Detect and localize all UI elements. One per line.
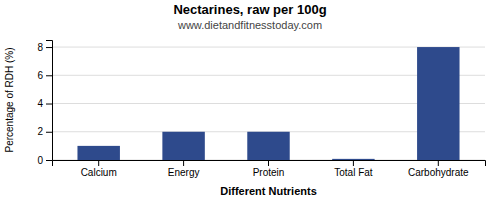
bar [77, 146, 119, 160]
x-tick-mark [98, 160, 99, 166]
bar [332, 159, 374, 160]
x-axis-label: Different Nutrients [220, 185, 317, 197]
y-tick: 2 [37, 126, 52, 137]
x-tick: Carbohydrate [408, 160, 469, 178]
y-tick-label: 0 [37, 155, 43, 166]
y-tick-mark [46, 132, 52, 133]
x-tick-label: Energy [168, 167, 200, 178]
x-tick-mark [353, 160, 354, 166]
subtitle: www.dietandfitnesstoday.com [177, 19, 322, 31]
y-tick: 8 [37, 42, 52, 53]
x-tick-label: Total Fat [334, 167, 373, 178]
bar [417, 47, 459, 160]
y-tick-label: 2 [37, 126, 43, 137]
y-axis-line [46, 41, 53, 161]
y-tick-mark [46, 75, 52, 76]
y-tick-mark [46, 47, 52, 48]
bar [162, 132, 204, 160]
y-axis: 0 2 4 6 8 [37, 41, 52, 166]
x-tick: Calcium [81, 160, 117, 178]
y-tick-label: 4 [37, 98, 43, 109]
x-tick: Energy [168, 160, 200, 178]
bars [77, 47, 459, 160]
chart: Nectarines, raw per 100g www.dietandfitne… [0, 0, 500, 200]
title: Nectarines, raw per 100g [173, 2, 326, 17]
y-tick: 0 [37, 155, 52, 166]
x-tick: Protein [253, 160, 285, 178]
x-tick-mark [438, 160, 439, 166]
y-tick-label: 6 [37, 70, 43, 81]
y-tick: 4 [37, 98, 52, 109]
x-tick-mark [183, 160, 184, 166]
y-tick: 6 [37, 70, 52, 81]
x-axis-line [53, 161, 486, 167]
y-axis-label: Percentage of RDH (%) [4, 47, 15, 152]
x-tick: Total Fat [334, 160, 373, 178]
x-axis: Calcium Energy Protein Total Fat Carbohydrat… [53, 160, 486, 178]
x-tick-mark [268, 160, 269, 166]
grid [52, 47, 485, 160]
x-tick-label: Calcium [81, 167, 117, 178]
y-tick-mark [46, 104, 52, 105]
x-tick-label: Carbohydrate [408, 167, 469, 178]
y-tick-mark [46, 160, 52, 161]
x-tick-label: Protein [253, 167, 285, 178]
y-tick-label: 8 [37, 42, 43, 53]
bar [247, 132, 289, 160]
plot: Calcium Energy Protein Total Fat Carbohydrat… [37, 41, 485, 179]
